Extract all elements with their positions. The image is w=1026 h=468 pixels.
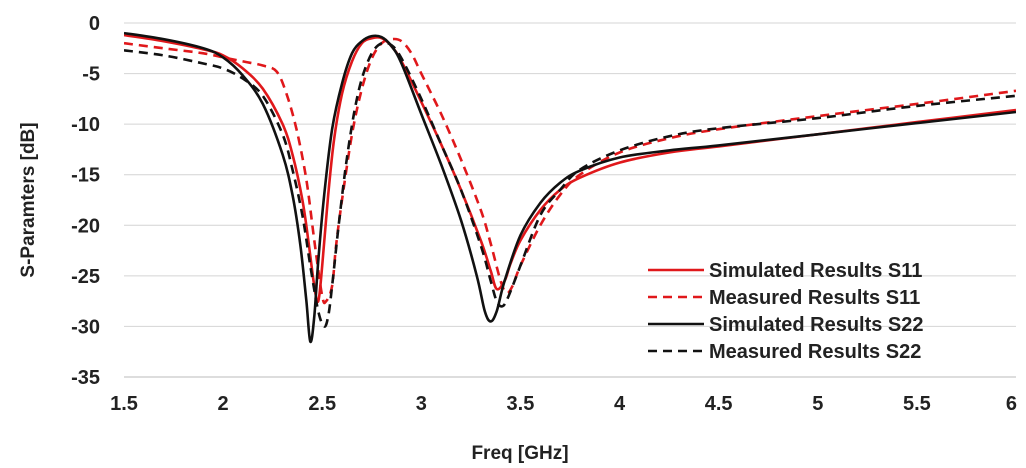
series-line-2 bbox=[124, 37, 1016, 305]
series-lines bbox=[124, 31, 1016, 344]
y-tick-label: 0 bbox=[89, 13, 100, 35]
x-tick-label: 4.5 bbox=[705, 393, 733, 415]
x-tick-label: 6 bbox=[1006, 393, 1017, 415]
y-tick-label: -10 bbox=[71, 114, 100, 136]
x-tick-label: 5 bbox=[812, 393, 823, 415]
legend-label: Simulated Results S22 bbox=[709, 314, 924, 336]
legend-label: Measured Results S11 bbox=[709, 287, 920, 309]
series-line-4 bbox=[124, 41, 1016, 328]
legend: Simulated Results S11 Measured Results S1… bbox=[648, 260, 924, 363]
y-tick-label: -15 bbox=[71, 165, 100, 187]
x-axis: 1.5 2 2.5 3 3.5 4 4.5 5 5.5 6 bbox=[110, 376, 1017, 415]
x-tick-label: 2.5 bbox=[308, 393, 336, 415]
y-tick-label: -30 bbox=[71, 316, 100, 338]
y-axis: 0 -5 -10 -15 -20 -25 -30 -35 bbox=[71, 13, 100, 389]
x-tick-label: 5.5 bbox=[903, 393, 931, 415]
y-axis-label: S-Paramters [dB] bbox=[18, 122, 39, 277]
legend-label: Measured Results S22 bbox=[709, 341, 921, 363]
x-tick-label: 1.5 bbox=[110, 393, 138, 415]
y-tick-label: -35 bbox=[71, 367, 100, 389]
y-tick-label: -20 bbox=[71, 215, 100, 237]
x-tick-label: 3.5 bbox=[507, 393, 535, 415]
y-tick-label: -5 bbox=[82, 64, 100, 86]
x-tick-label: 4 bbox=[614, 393, 626, 415]
x-tick-label: 3 bbox=[416, 393, 427, 415]
x-axis-label: Freq [GHz] bbox=[471, 443, 568, 464]
legend-label: Simulated Results S11 bbox=[709, 260, 922, 282]
y-tick-label: -25 bbox=[71, 266, 100, 288]
x-tick-label: 2 bbox=[218, 393, 229, 415]
